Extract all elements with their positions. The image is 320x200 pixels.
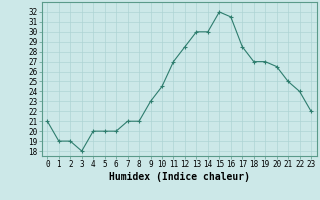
X-axis label: Humidex (Indice chaleur): Humidex (Indice chaleur) <box>109 172 250 182</box>
